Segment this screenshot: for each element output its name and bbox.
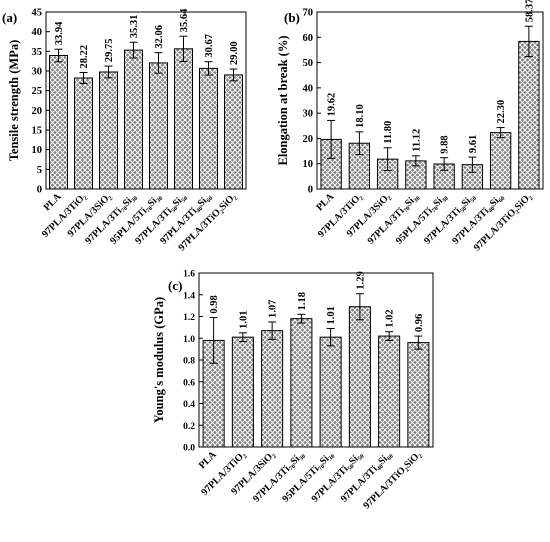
x-tick-label: 95PLA/5Ti₇₀Si₃₀ bbox=[280, 449, 335, 504]
y-tick-label: 0 bbox=[37, 185, 42, 196]
y-tick-label: 40 bbox=[303, 83, 314, 94]
value-label: 29.75 bbox=[104, 38, 115, 62]
y-tick-label: 25 bbox=[32, 86, 43, 97]
x-tick-label: PLA bbox=[42, 191, 64, 213]
value-label: 1.07 bbox=[268, 300, 279, 318]
y-tick-label: 1.2 bbox=[183, 313, 195, 323]
y-axis-title: Young's modulus (GPa) bbox=[152, 297, 166, 423]
bar bbox=[231, 336, 254, 448]
y-tick-label: 15 bbox=[32, 126, 43, 137]
x-tick-label: 97PLA/3Ti₇₀Si₃₀ bbox=[251, 449, 306, 504]
value-label: 9.88 bbox=[440, 135, 451, 153]
value-label: 35.31 bbox=[129, 15, 140, 39]
value-label: 35.64 bbox=[179, 8, 190, 32]
bar bbox=[348, 306, 371, 448]
y-tick-label: 50 bbox=[303, 58, 314, 69]
y-tick-label: 0.0 bbox=[183, 444, 195, 454]
bar bbox=[224, 74, 243, 190]
y-axis-title: Tensile strength (MPa) bbox=[7, 40, 21, 162]
y-tick-label: 60 bbox=[303, 33, 314, 44]
value-label: 28.22 bbox=[79, 45, 90, 69]
y-tick-label: 10 bbox=[303, 159, 314, 170]
value-label: 0.96 bbox=[414, 314, 425, 332]
plot-frame bbox=[316, 11, 544, 190]
y-tick-label: 30 bbox=[303, 109, 314, 120]
value-label: 19.62 bbox=[327, 93, 338, 117]
y-tick-label: 0 bbox=[308, 185, 313, 196]
value-label: 32.06 bbox=[154, 25, 165, 49]
panel-label: (a) bbox=[2, 10, 17, 25]
y-tick-label: 10 bbox=[32, 145, 43, 156]
bar bbox=[489, 132, 512, 190]
bar bbox=[378, 335, 401, 448]
bar bbox=[261, 330, 284, 448]
value-label: 1.18 bbox=[297, 292, 308, 310]
x-tick-label: 97PLA/3Ti₅₀Si₅₀ bbox=[310, 449, 365, 504]
x-tick-label: PLA bbox=[314, 191, 336, 213]
y-tick-label: 20 bbox=[32, 106, 43, 117]
y-tick-label: 70 bbox=[303, 8, 314, 19]
bar bbox=[149, 62, 168, 190]
value-label: 11.80 bbox=[383, 121, 394, 144]
value-label: 18.10 bbox=[355, 104, 366, 128]
y-tick-label: 40 bbox=[32, 27, 43, 38]
bar bbox=[319, 336, 342, 448]
bar bbox=[518, 40, 540, 190]
y-tick-label: 0.2 bbox=[183, 422, 195, 432]
x-tick-label: PLA bbox=[197, 449, 219, 471]
bar bbox=[99, 71, 118, 190]
y-axis-title: Elongation at break (%) bbox=[276, 36, 290, 166]
panel-label: (b) bbox=[284, 10, 300, 25]
bar bbox=[290, 318, 313, 448]
bar bbox=[407, 342, 430, 448]
value-label: 30.67 bbox=[204, 34, 215, 58]
bar bbox=[124, 49, 143, 190]
bar bbox=[74, 77, 93, 190]
y-tick-label: 30 bbox=[32, 67, 43, 78]
bar bbox=[174, 48, 193, 190]
value-label: 9.61 bbox=[468, 135, 479, 153]
bar bbox=[49, 55, 68, 190]
y-tick-label: 5 bbox=[37, 165, 42, 176]
chart-panel-b: 01020304050607019.62PLA18.1097PLA/3TiO₂1… bbox=[276, 0, 544, 254]
value-label: 1.01 bbox=[326, 306, 337, 324]
value-label: 11.12 bbox=[411, 129, 422, 152]
chart-panel-a: 05101520253035404533.94PLA28.2297PLA/3Ti… bbox=[2, 8, 247, 254]
y-tick-label: 1.6 bbox=[183, 270, 195, 280]
y-tick-label: 35 bbox=[32, 47, 43, 58]
y-tick-label: 1.4 bbox=[183, 291, 195, 301]
y-tick-label: 0.6 bbox=[183, 378, 195, 388]
y-tick-label: 0.8 bbox=[183, 357, 195, 367]
value-label: 33.94 bbox=[54, 21, 65, 45]
y-tick-label: 45 bbox=[32, 8, 43, 19]
value-label: 22.30 bbox=[496, 100, 507, 124]
y-tick-label: 1.0 bbox=[183, 335, 195, 345]
value-label: 29.00 bbox=[229, 41, 240, 65]
y-tick-label: 20 bbox=[303, 134, 314, 145]
bar bbox=[199, 67, 218, 190]
value-label: 0.98 bbox=[209, 295, 220, 313]
y-tick-label: 0.4 bbox=[183, 400, 195, 410]
x-tick-label: 97PLA/3Ti₄₀Si₆₀ bbox=[339, 449, 394, 504]
value-label: 1.29 bbox=[355, 271, 366, 289]
value-label: 58.37 bbox=[524, 0, 535, 22]
panel-label: (c) bbox=[168, 278, 182, 293]
plot-frame bbox=[45, 11, 247, 190]
value-label: 1.01 bbox=[238, 310, 249, 328]
chart-panel-c: 0.0 0.2 0.4 0.6 0.8 1.0 1.2 1.4 1.6 0.98 PLA 1.01 97… bbox=[152, 270, 434, 512]
value-label: 1.02 bbox=[385, 309, 396, 327]
